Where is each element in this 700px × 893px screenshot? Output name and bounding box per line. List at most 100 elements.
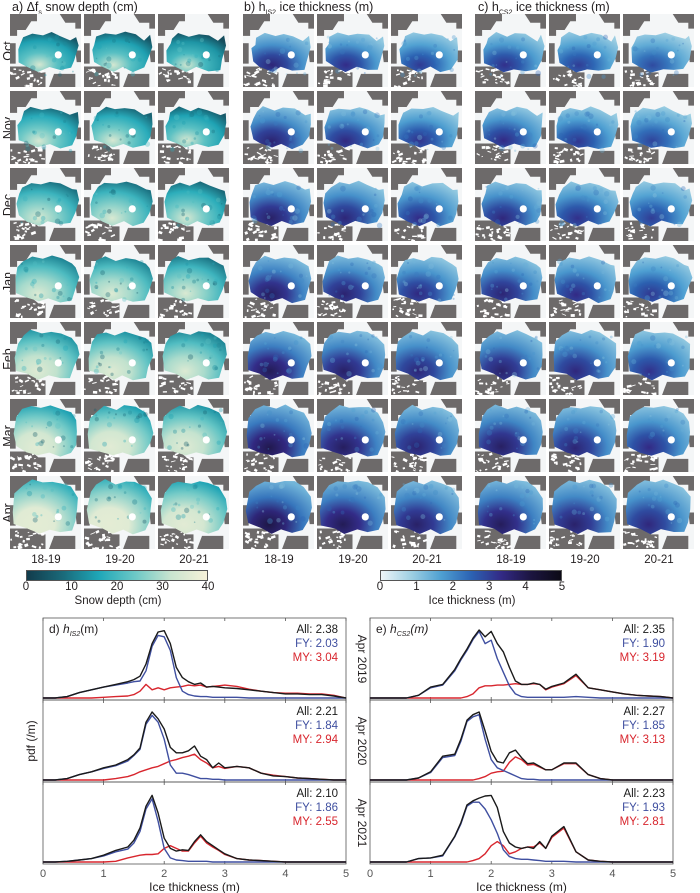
ice-thickness-colorbar-tick: 2 bbox=[449, 581, 456, 593]
stat-all: All: 2.27 bbox=[623, 706, 665, 718]
map-a-dec-20-21 bbox=[158, 168, 229, 241]
season-label: 18-19 bbox=[496, 554, 526, 566]
map-c-mar-20-21 bbox=[623, 399, 694, 472]
map-c-dec-18-19 bbox=[475, 168, 546, 241]
snow-depth-colorbar-tick: 20 bbox=[110, 581, 124, 593]
stat-my: MY: 3.19 bbox=[620, 652, 665, 664]
map-c-dec-19-20 bbox=[549, 168, 620, 241]
x-tick-label: 1 bbox=[101, 868, 107, 880]
map-a-mar-19-20 bbox=[84, 399, 155, 472]
ice-thickness-colorbar-title: Ice thickness (m) bbox=[428, 595, 516, 607]
season-label: 18-19 bbox=[31, 554, 61, 566]
plot-frame bbox=[42, 781, 347, 865]
season-label: 20-21 bbox=[644, 554, 674, 566]
map-a-apr-18-19 bbox=[10, 476, 81, 549]
season-label: 19-20 bbox=[338, 554, 368, 566]
series-line-all bbox=[43, 794, 346, 863]
map-b-apr-20-21 bbox=[391, 476, 462, 549]
map-c-nov-20-21 bbox=[623, 91, 694, 164]
season-label: 19-20 bbox=[105, 554, 135, 566]
y-axis-label: pdf (/m) bbox=[24, 720, 38, 761]
pdf-subplot-d-apr-2020: All: 2.21 FY: 1.84 MY: 2.94 bbox=[42, 699, 347, 783]
map-a-dec-18-19 bbox=[10, 168, 81, 241]
stat-all: All: 2.35 bbox=[623, 624, 665, 636]
snow-depth-colorbar-tick: 10 bbox=[65, 581, 78, 593]
x-tick-label: 4 bbox=[282, 868, 288, 880]
map-b-dec-18-19 bbox=[243, 168, 314, 241]
pdf-panel-title-d: d) hIS2(m) bbox=[49, 622, 98, 638]
ice-thickness-colorbar-tick: 5 bbox=[558, 581, 566, 593]
snow-depth-colorbar bbox=[26, 570, 208, 581]
snow-depth-colorbar-tick: 0 bbox=[22, 581, 30, 593]
series-line-my bbox=[370, 827, 673, 863]
series-line-all bbox=[370, 711, 673, 781]
map-b-feb-19-20 bbox=[317, 322, 388, 395]
stat-fy: FY: 2.03 bbox=[295, 638, 338, 650]
map-c-jan-18-19 bbox=[475, 245, 546, 318]
plot-frame bbox=[369, 781, 674, 865]
series-line-all bbox=[370, 629, 674, 699]
x-tick-label: 3 bbox=[222, 868, 228, 880]
map-c-feb-19-20 bbox=[549, 322, 620, 395]
snow-depth-colorbar-tick: 30 bbox=[156, 581, 169, 593]
map-a-jan-20-21 bbox=[158, 245, 229, 318]
map-a-oct-20-21 bbox=[158, 14, 229, 87]
ice-thickness-colorbar-tick: 4 bbox=[522, 581, 529, 593]
ice-thickness-colorbar-tick: 1 bbox=[413, 581, 420, 593]
stat-fy: FY: 1.85 bbox=[622, 720, 665, 732]
map-a-feb-18-19 bbox=[10, 322, 81, 395]
snow-depth-colorbar-tick: 40 bbox=[201, 581, 215, 593]
year-label: Apr 2019 bbox=[355, 635, 369, 684]
series-line-all bbox=[370, 794, 673, 863]
map-b-nov-20-21 bbox=[391, 91, 462, 164]
season-label: 19-20 bbox=[570, 554, 600, 566]
stat-all: All: 2.21 bbox=[296, 706, 338, 718]
map-c-oct-20-21 bbox=[623, 14, 694, 87]
x-tick-label: 2 bbox=[488, 868, 494, 880]
x-tick-label: 5 bbox=[670, 868, 676, 880]
x-tick-label: 1 bbox=[428, 868, 434, 880]
stat-my: MY: 2.94 bbox=[293, 734, 339, 746]
map-b-oct-19-20 bbox=[317, 14, 388, 87]
stat-my: MY: 2.55 bbox=[293, 816, 338, 828]
map-a-mar-18-19 bbox=[10, 399, 81, 472]
stat-all: All: 2.23 bbox=[623, 788, 665, 800]
map-a-feb-19-20 bbox=[84, 322, 155, 395]
x-axis-label: Ice thickness (m) bbox=[476, 880, 567, 893]
panel-c-title: c) hCS2 ice thickness (m) bbox=[478, 0, 610, 17]
stat-my: MY: 2.81 bbox=[620, 816, 665, 828]
map-b-mar-18-19 bbox=[243, 399, 314, 472]
map-b-jan-20-21 bbox=[391, 245, 462, 318]
map-a-jan-19-20 bbox=[84, 245, 155, 318]
map-b-nov-19-20 bbox=[317, 91, 388, 164]
x-tick-label: 3 bbox=[549, 868, 555, 880]
stat-my: MY: 3.04 bbox=[293, 652, 339, 664]
map-a-nov-19-20 bbox=[84, 91, 155, 164]
season-label: 20-21 bbox=[179, 554, 209, 566]
x-tick-label: 2 bbox=[161, 868, 167, 880]
map-a-apr-19-20 bbox=[84, 476, 155, 549]
x-tick-label: 4 bbox=[609, 868, 615, 880]
map-c-mar-19-20 bbox=[549, 399, 620, 472]
x-tick-label: 5 bbox=[343, 868, 349, 880]
stat-fy: FY: 1.93 bbox=[622, 802, 665, 814]
panel-b-title: b) hIS2 ice thickness (m) bbox=[244, 0, 374, 17]
series-line-all bbox=[43, 630, 347, 699]
map-c-apr-19-20 bbox=[549, 476, 620, 549]
map-c-nov-18-19 bbox=[475, 91, 546, 164]
map-a-oct-18-19 bbox=[10, 14, 81, 87]
map-c-oct-19-20 bbox=[549, 14, 620, 87]
map-a-oct-19-20 bbox=[84, 14, 155, 87]
map-a-nov-20-21 bbox=[158, 91, 229, 164]
map-a-mar-20-21 bbox=[158, 399, 229, 472]
stat-my: MY: 3.13 bbox=[620, 734, 665, 746]
map-a-jan-18-19 bbox=[10, 245, 81, 318]
year-label: Apr 2020 bbox=[355, 717, 369, 766]
ice-thickness-colorbar-tick: 3 bbox=[485, 581, 493, 593]
map-b-feb-20-21 bbox=[391, 322, 462, 395]
map-b-feb-18-19 bbox=[243, 322, 314, 395]
ice-thickness-colorbar-tick: 0 bbox=[376, 581, 384, 593]
season-label: 20-21 bbox=[412, 554, 442, 566]
map-b-nov-18-19 bbox=[243, 91, 314, 164]
map-b-dec-20-21 bbox=[391, 168, 462, 241]
